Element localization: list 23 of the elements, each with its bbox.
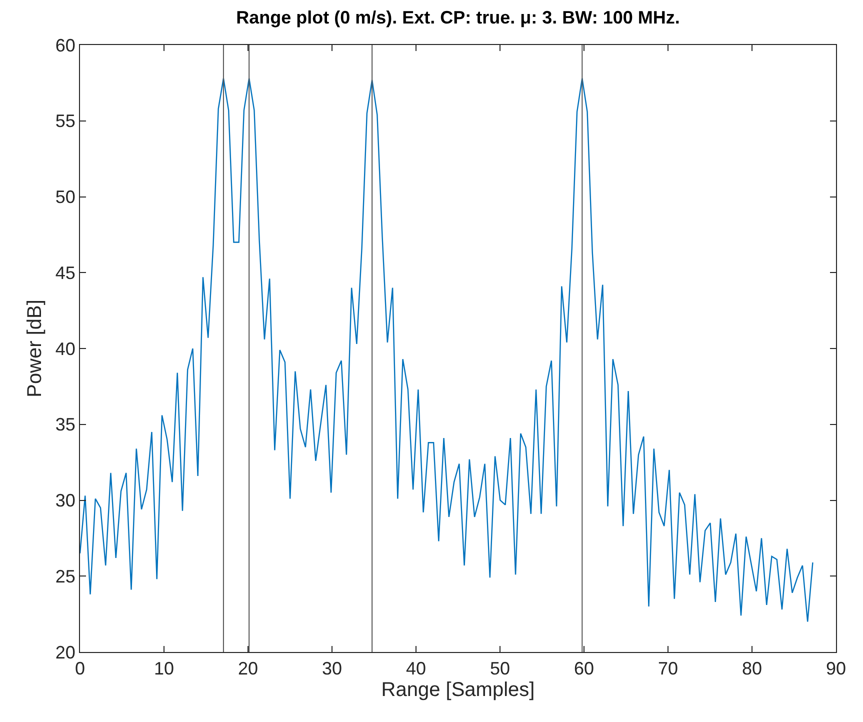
x-tick-label: 50	[490, 658, 510, 679]
line-series	[80, 78, 814, 622]
y-tick-label: 35	[55, 414, 76, 435]
x-tick-label: 60	[574, 658, 594, 679]
y-axis-title: Power [dB]	[24, 300, 46, 398]
y-tick-label: 25	[55, 566, 76, 586]
x-axis-title: Range [Samples]	[381, 679, 535, 702]
x-tick-label: 70	[658, 658, 678, 679]
x-tick-label: 20	[238, 658, 258, 679]
y-tick-label: 45	[55, 262, 76, 283]
x-tick-label: 40	[406, 658, 426, 679]
y-tick-label: 50	[55, 187, 76, 208]
y-tick-label: 40	[55, 338, 76, 359]
x-tick-label: 10	[154, 658, 174, 679]
y-tick-label: 30	[55, 490, 76, 511]
chart-title: Range plot (0 m/s). Ext. CP: true. μ: 3. BW: 100 MHz.	[236, 7, 680, 28]
x-tick-label: 90	[826, 658, 846, 679]
x-tick-label: 80	[742, 658, 762, 679]
x-tick-label: 30	[322, 658, 342, 679]
y-tick-label: 55	[55, 111, 76, 132]
y-tick-label: 20	[55, 642, 76, 662]
x-tick-label: 0	[74, 658, 86, 679]
y-tick-label: 60	[55, 35, 76, 56]
